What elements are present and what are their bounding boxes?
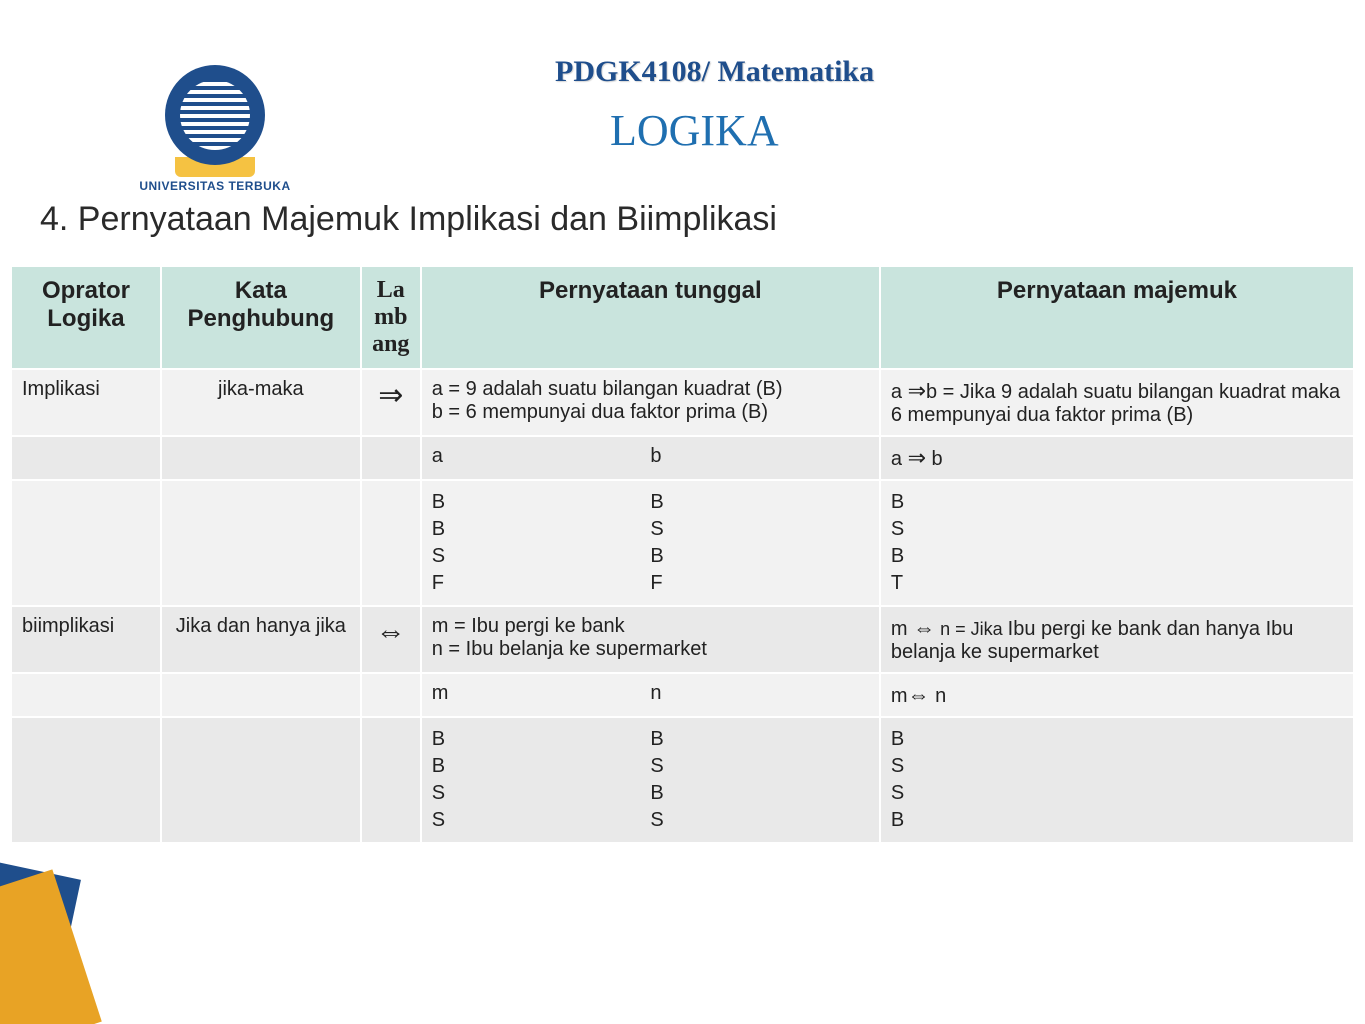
cell-operator: biimplikasi: [11, 606, 161, 673]
cell-kata: jika-maka: [161, 369, 361, 436]
col-lambang: La mb ang: [361, 266, 421, 369]
cell-truth-header: a ⇒ b: [880, 436, 1354, 480]
university-logo: UNIVERSITAS TERBUKA: [135, 65, 295, 193]
implies-icon: ⇒: [908, 445, 926, 470]
table-row: Implikasi jika-maka ⇒ a = 9 adalah suatu…: [11, 369, 1354, 436]
cell-truth-header: a b: [421, 436, 880, 480]
cell-truth-values: B B S F B S B F: [421, 480, 880, 606]
cell-truth-result: B S B T: [880, 480, 1354, 606]
table-row: biimplikasi Jika dan hanya jika ⇔ m = Ib…: [11, 606, 1354, 673]
iff-icon: ⇔: [376, 615, 406, 648]
table-row: B B S F B S B F B S B T: [11, 480, 1354, 606]
cell-lambang: ⇒: [361, 369, 421, 436]
cell-operator: Implikasi: [11, 369, 161, 436]
cell-kata: Jika dan hanya jika: [161, 606, 361, 673]
cell-truth-values: B B S S B S B S: [421, 717, 880, 843]
col-kata: Kata Penghubung: [161, 266, 361, 369]
iff-icon: ⇔: [913, 615, 935, 640]
cell-truth-result: B S S B: [880, 717, 1354, 843]
col-operator: Oprator Logika: [11, 266, 161, 369]
decorative-corner: [0, 824, 120, 1024]
table-row: a b a ⇒ b: [11, 436, 1354, 480]
section-heading: 4. Pernyataan Majemuk Implikasi dan Biim…: [40, 200, 777, 239]
cell-tunggal: a = 9 adalah suatu bilangan kuadrat (B) …: [421, 369, 880, 436]
cell-lambang: ⇔: [361, 606, 421, 673]
col-majemuk: Pernyataan majemuk: [880, 266, 1354, 369]
implies-icon: ⇒: [378, 379, 403, 412]
table-row: B B S S B S B S B S S B: [11, 717, 1354, 843]
course-code: PDGK4108/ Matematika: [555, 55, 874, 89]
logo-globe-icon: [165, 65, 265, 165]
cell-truth-header: m n: [421, 673, 880, 717]
cell-tunggal: m = Ibu pergi ke bank n = Ibu belanja ke…: [421, 606, 880, 673]
table-header-row: Oprator Logika Kata Penghubung La mb ang…: [11, 266, 1354, 369]
table-row: m n m⇔ n: [11, 673, 1354, 717]
page-title: LOGIKA: [610, 105, 779, 156]
cell-majemuk: a ⇒b = Jika 9 adalah suatu bilangan kuad…: [880, 369, 1354, 436]
implies-icon: ⇒: [908, 378, 926, 403]
cell-truth-header: m⇔ n: [880, 673, 1354, 717]
cell-majemuk: m ⇔ n = Jika Ibu pergi ke bank dan hanya…: [880, 606, 1354, 673]
logo-label: UNIVERSITAS TERBUKA: [135, 179, 295, 193]
iff-icon: ⇔: [908, 682, 930, 707]
logic-table: Oprator Logika Kata Penghubung La mb ang…: [10, 265, 1355, 844]
col-tunggal: Pernyataan tunggal: [421, 266, 880, 369]
